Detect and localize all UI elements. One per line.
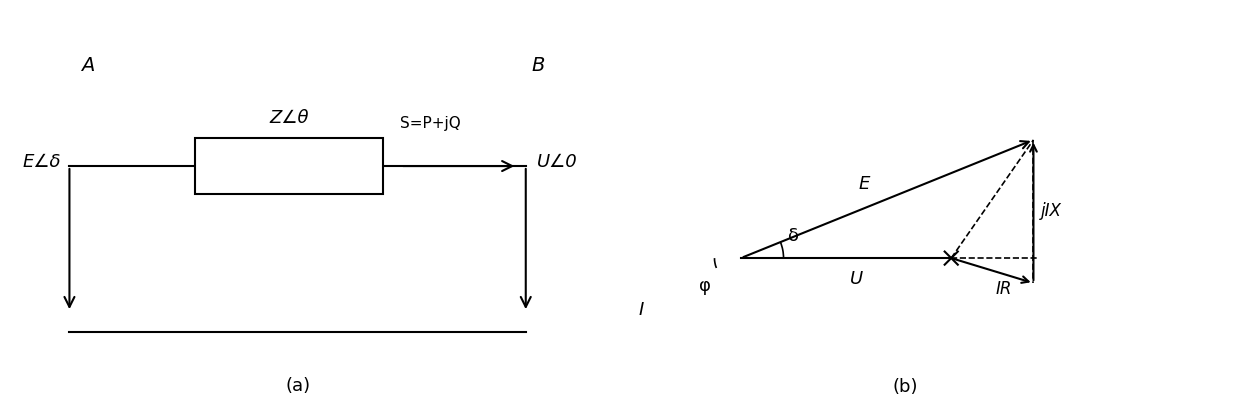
Text: U∠0: U∠0 [537, 153, 578, 171]
Text: S=P+jQ: S=P+jQ [401, 115, 461, 131]
Bar [195, 139, 383, 194]
Text: IR: IR [996, 280, 1012, 298]
Text: I: I [639, 301, 644, 319]
Text: δ: δ [787, 227, 799, 245]
Text: Z∠θ: Z∠θ [269, 109, 309, 127]
Text: jIX: jIX [1042, 203, 1063, 220]
Text: U: U [849, 270, 863, 288]
Text: E: E [858, 175, 869, 193]
Text: (a): (a) [285, 377, 310, 395]
Text: φ: φ [698, 277, 711, 295]
Text: (b): (b) [893, 378, 918, 396]
Text: E∠δ: E∠δ [22, 153, 61, 171]
Text: B: B [532, 55, 544, 74]
Text: A: A [81, 55, 94, 74]
